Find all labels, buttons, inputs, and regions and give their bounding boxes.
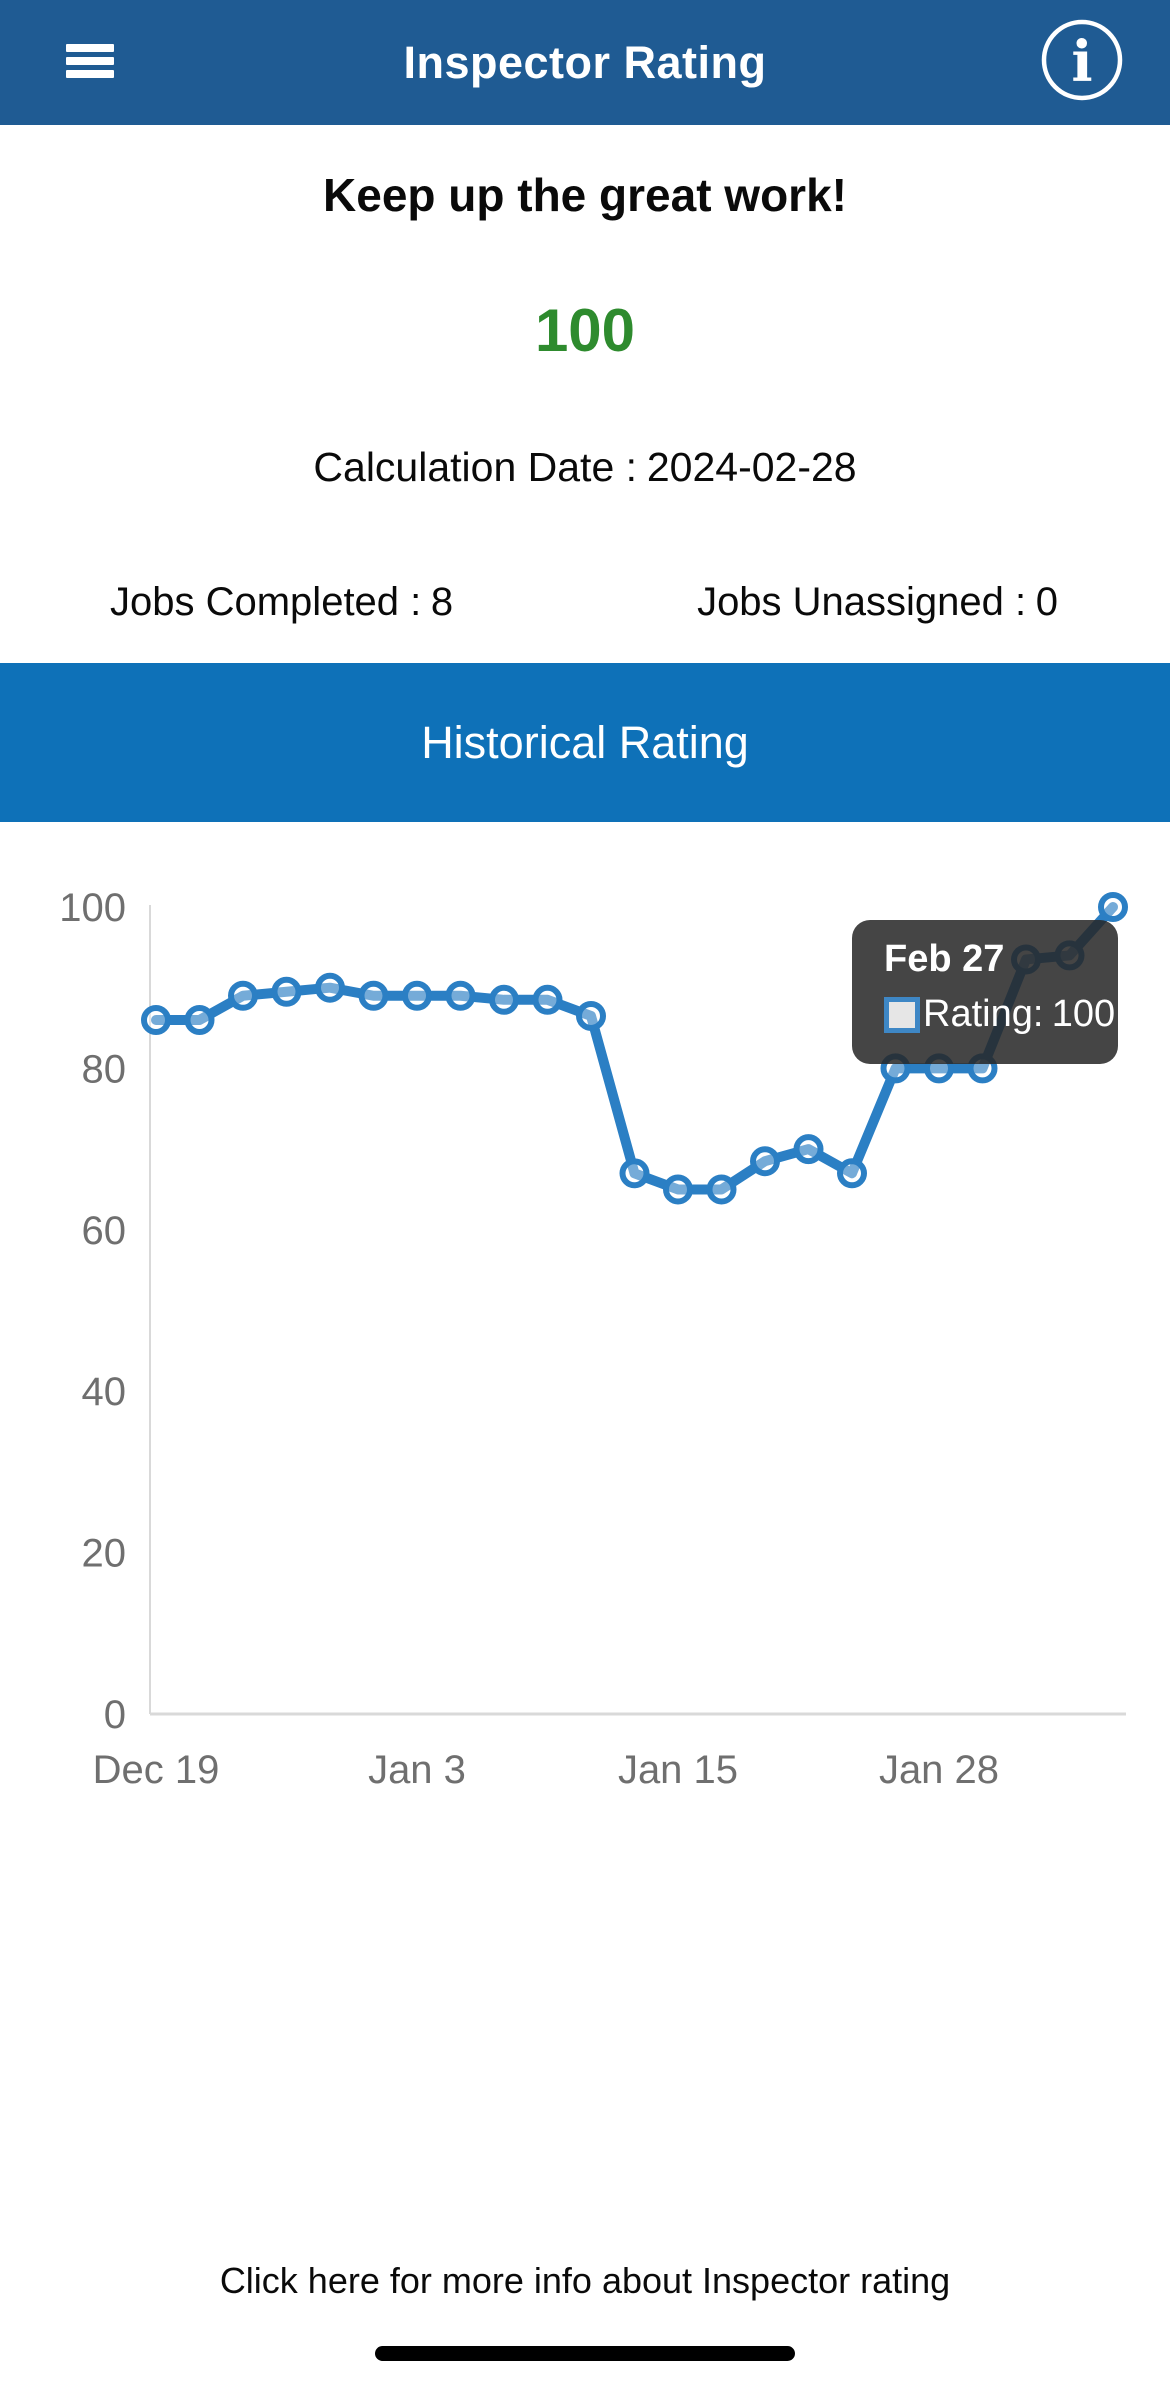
svg-text:40: 40 xyxy=(82,1370,127,1414)
svg-text:20: 20 xyxy=(82,1532,127,1576)
svg-text:Jan 28: Jan 28 xyxy=(879,1748,999,1792)
jobs-unassigned-label: Jobs Unassigned : xyxy=(697,580,1027,624)
svg-text:0: 0 xyxy=(104,1693,126,1737)
svg-text:Jan 15: Jan 15 xyxy=(618,1748,738,1792)
tooltip-value: 100 xyxy=(1051,993,1116,1035)
section-title: Historical Rating xyxy=(421,716,749,768)
calculation-date-label: Calculation Date : xyxy=(313,444,638,490)
jobs-unassigned-value: 0 xyxy=(1035,580,1058,624)
tooltip-row: Rating: 100 xyxy=(884,993,1118,1036)
jobs-completed-value: 8 xyxy=(430,580,454,624)
historical-rating-chart: 100 80 60 40 20 0 Dec 19 Jan 3 Jan 15 Jan 28 Feb … xyxy=(0,822,1170,1812)
calculation-date-value: 2024-02-28 xyxy=(646,444,857,490)
chart-tooltip: Feb 27 Rating: 100 xyxy=(852,920,1118,1064)
rating-score: 100 xyxy=(534,297,636,364)
tooltip-series-label: Rating: xyxy=(923,993,1044,1035)
encouragement-message: Keep up the great work! xyxy=(323,169,847,221)
series-swatch-icon xyxy=(884,996,920,1033)
jobs-unassigned: Jobs Unassigned :0 xyxy=(697,580,1058,625)
jobs-completed: Jobs Completed :8 xyxy=(110,580,453,625)
menu-icon[interactable] xyxy=(66,44,114,78)
svg-text:100: 100 xyxy=(59,886,126,930)
tooltip-date: Feb 27 xyxy=(884,938,1005,980)
historical-rating-header: Historical Rating xyxy=(0,663,1170,822)
rating-chart[interactable]: 100 80 60 40 20 0 Dec 19 Jan 3 Jan 15 Jan 28 xyxy=(0,822,1170,1812)
jobs-completed-label: Jobs Completed : xyxy=(110,580,422,624)
app-header: Inspector Rating i xyxy=(0,0,1170,125)
jobs-summary: Jobs Completed :8 Jobs Unassigned :0 xyxy=(0,580,1170,625)
home-indicator[interactable] xyxy=(375,2346,795,2361)
svg-text:60: 60 xyxy=(82,1209,127,1253)
svg-text:Jan 3: Jan 3 xyxy=(368,1748,466,1792)
calculation-date: Calculation Date :2024-02-28 xyxy=(0,444,1170,491)
svg-text:80: 80 xyxy=(82,1047,127,1091)
info-icon[interactable]: i xyxy=(1040,18,1124,102)
svg-text:Dec 19: Dec 19 xyxy=(93,1748,220,1792)
svg-text:i: i xyxy=(1071,29,1092,95)
more-info-link[interactable]: Click here for more info about Inspector… xyxy=(219,2260,951,2301)
page-title: Inspector Rating xyxy=(403,36,767,88)
